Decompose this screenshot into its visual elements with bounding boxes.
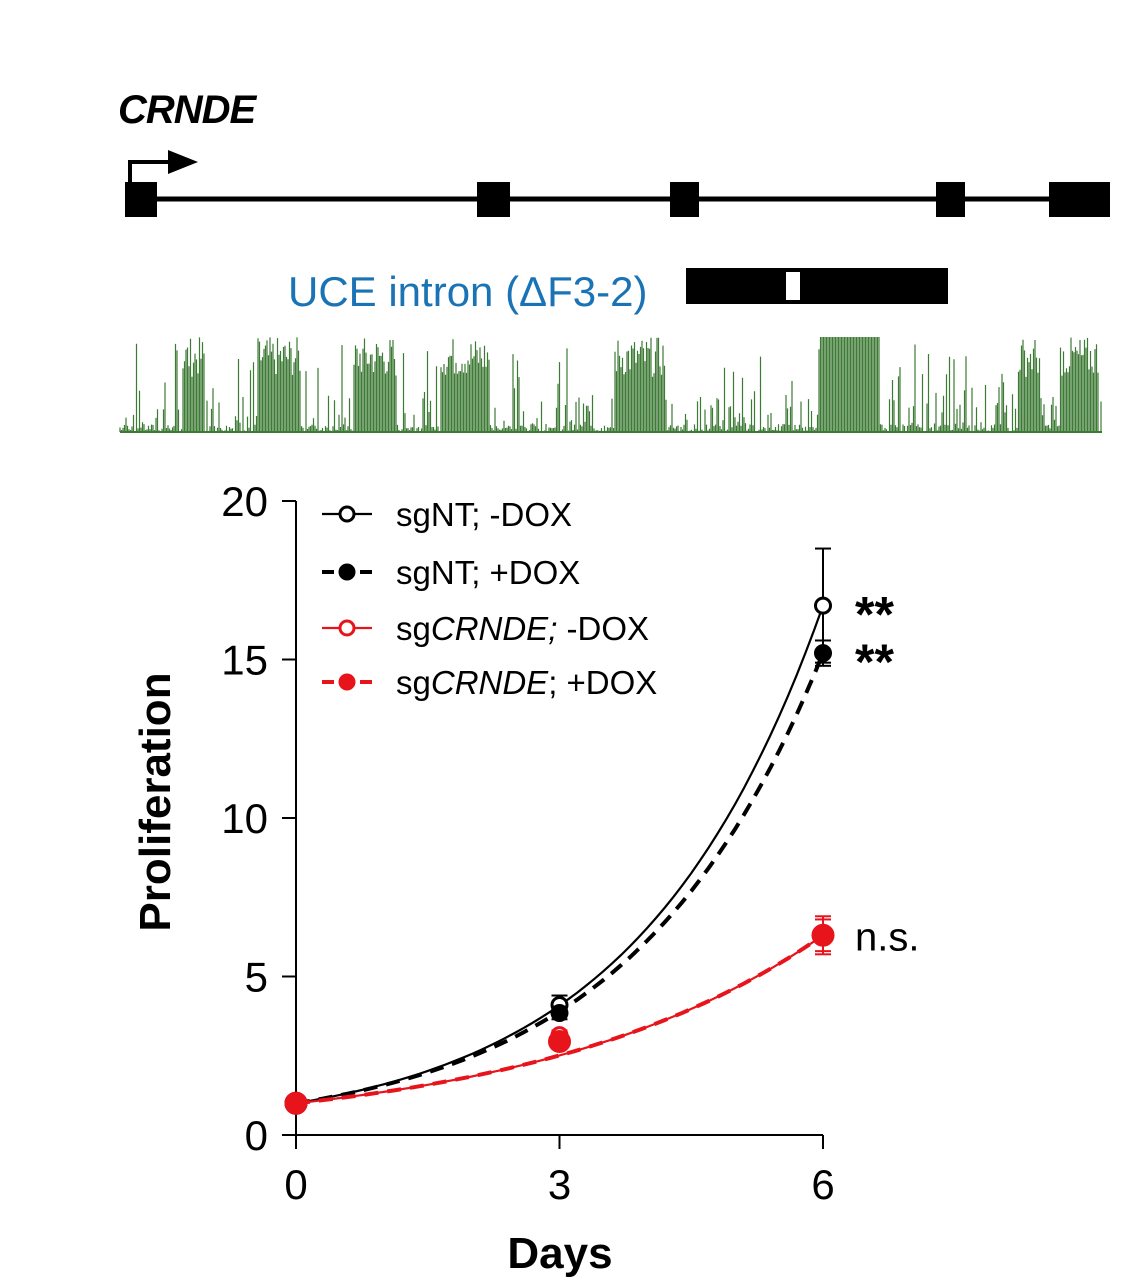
exon-5 [1049,182,1110,217]
legend-label: sgCRNDE; -DOX [396,610,649,647]
y-tick-label: 20 [221,478,268,525]
x-axis-label: Days [507,1229,612,1278]
legend-marker [338,619,356,637]
x-tick-label: 3 [548,1161,571,1208]
exon-3 [670,182,699,217]
legend-label: sgNT; +DOX [396,554,580,591]
chart-legend: sgNT; -DOX sgNT; +DOX sgCRNDE; -DOX sgCRNDE… [322,496,657,701]
legend-label: sgCRNDE; +DOX [396,664,657,701]
legend-marker [338,505,356,523]
y-tick-label: 15 [221,637,268,684]
series-curve [295,934,824,1105]
significance-label: ** [855,587,894,643]
y-tick-label: 10 [221,795,268,842]
conservation-track [119,337,1102,432]
legend-marker [338,673,356,691]
tss-arrow-icon [128,160,172,182]
data-point [550,1003,569,1022]
legend-label: sgNT; -DOX [396,496,572,533]
uce-intron-bar [686,268,948,304]
y-tick-label: 0 [245,1112,268,1159]
uce-deletion-mark [786,272,800,300]
chart-axes: 0 5 10 15 20 0 3 6 [221,478,834,1208]
x-tick-label: 0 [284,1161,307,1208]
gene-name: CRNDE [118,88,256,132]
significance-label: ** [855,634,894,690]
exon-4 [936,182,965,217]
x-tick-label: 6 [811,1161,834,1208]
y-tick-label: 5 [245,954,268,1001]
exon-1 [125,182,157,217]
gene-diagram [119,150,1110,433]
data-point [814,596,832,615]
y-axis-label: Proliferation [131,672,180,931]
data-point [811,923,835,947]
data-point [548,1029,571,1053]
data-point [284,1091,308,1115]
tss-arrowhead-icon [168,150,198,174]
significance-label: n.s. [855,915,919,959]
legend-marker [338,563,356,581]
chart-markers: **** n.s. [284,547,919,1115]
conservation-signal [119,337,1102,432]
exon-2 [477,182,510,217]
uce-intron-label: UCE intron (ΔF3-2) [288,268,648,315]
data-point [814,644,832,663]
